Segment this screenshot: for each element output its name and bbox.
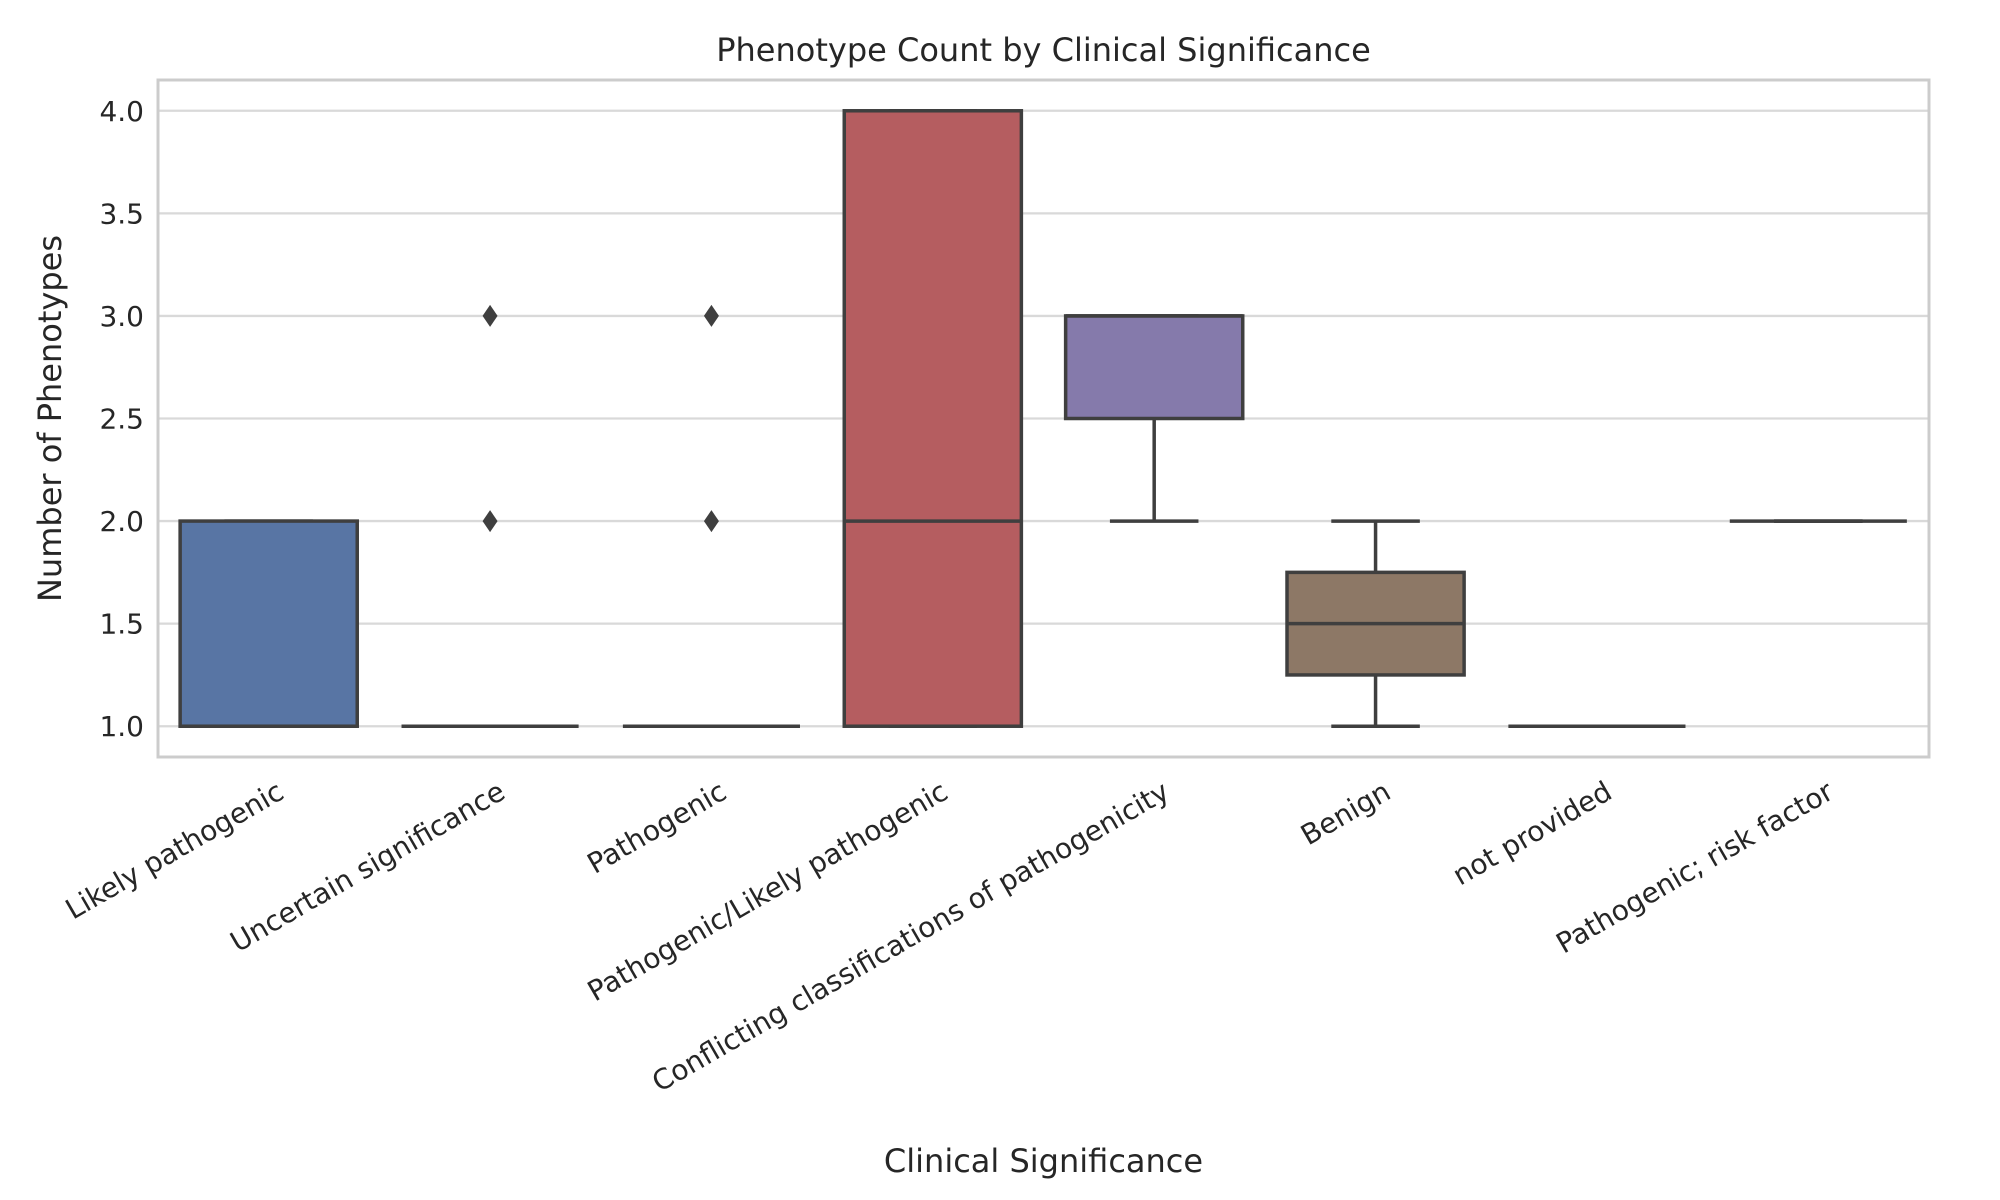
y-tick-label: 3.5 <box>99 197 144 230</box>
y-tick-labels: 1.0 1.5 2.0 2.5 3.0 3.5 4.0 <box>99 95 144 743</box>
box-body <box>842 109 1024 728</box>
y-tick-label: 4.0 <box>99 95 144 128</box>
grid-lines <box>158 109 1929 728</box>
x-tick-label: Pathogenic/Likely pathogenic <box>582 775 953 1008</box>
y-tick-label: 1.5 <box>99 608 144 641</box>
boxes <box>178 109 1907 728</box>
box-group <box>178 519 359 728</box>
box-body <box>178 519 359 728</box>
box-body <box>1063 314 1245 421</box>
outlier-point <box>482 510 498 533</box>
box-group <box>1063 314 1245 523</box>
box-group <box>622 304 800 728</box>
y-tick-label: 3.0 <box>99 300 144 333</box>
box-group <box>401 304 579 728</box>
x-axis-label: Clinical Significance <box>884 1142 1203 1180</box>
x-tick-label: Likely pathogenic <box>60 775 289 926</box>
outlier-point <box>703 510 719 533</box>
outlier-point <box>703 304 719 327</box>
chart-title: Phenotype Count by Clinical Significance <box>716 31 1371 69</box>
x-tick-label: not provided <box>1447 775 1617 892</box>
outlier-point <box>482 304 498 327</box>
y-axis-label: Number of Phenotypes <box>31 235 69 602</box>
y-tick-label: 1.0 <box>99 710 144 743</box>
box-group <box>1285 519 1466 728</box>
x-tick-label: Pathogenic <box>582 775 732 881</box>
y-tick-label: 2.5 <box>99 403 144 436</box>
box-group <box>842 109 1024 728</box>
y-tick-label: 2.0 <box>99 505 144 538</box>
x-tick-label: Benign <box>1295 775 1396 852</box>
plot-frame <box>156 78 1931 759</box>
